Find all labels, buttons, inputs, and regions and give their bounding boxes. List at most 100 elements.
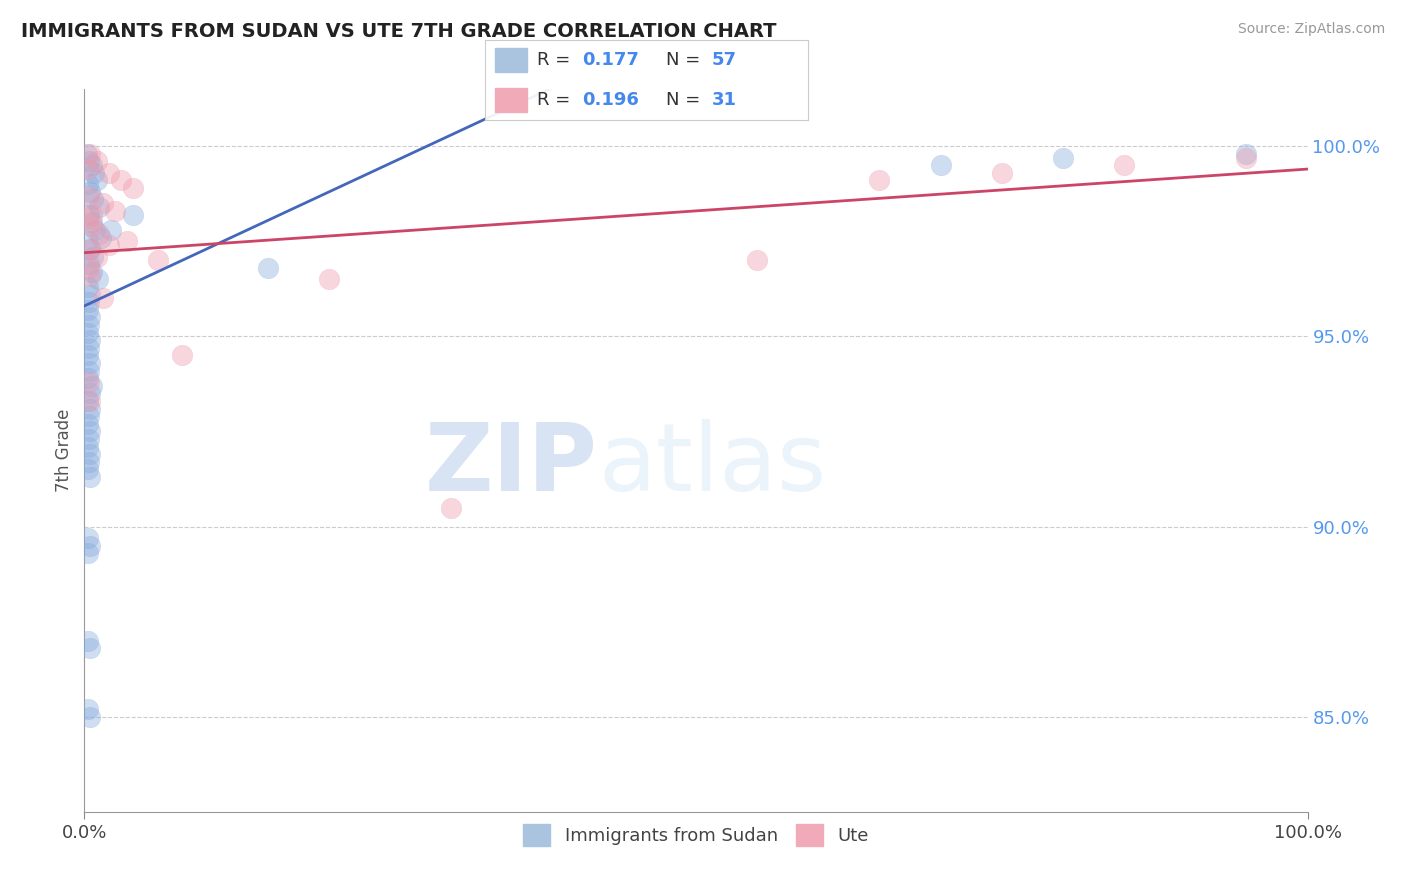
Point <box>77 162 100 177</box>
Point <box>79 242 101 256</box>
Text: Source: ZipAtlas.com: Source: ZipAtlas.com <box>1237 22 1385 37</box>
Text: R =: R = <box>537 91 576 110</box>
Point <box>91 196 114 211</box>
Point <box>97 166 120 180</box>
Point <box>869 173 891 187</box>
Point <box>991 166 1014 180</box>
Point <box>79 470 101 484</box>
Point <box>77 211 100 226</box>
Point <box>77 546 100 560</box>
Bar <box>495 88 527 112</box>
Point <box>79 394 101 409</box>
Point <box>82 193 104 207</box>
Point <box>929 158 952 172</box>
Legend: Immigrants from Sudan, Ute: Immigrants from Sudan, Ute <box>516 817 876 854</box>
Point <box>76 146 98 161</box>
Point <box>80 208 103 222</box>
Point <box>1236 151 1258 165</box>
Point <box>80 219 103 233</box>
Point <box>79 425 101 439</box>
Text: atlas: atlas <box>598 419 827 511</box>
Point <box>77 348 100 362</box>
Point <box>77 326 100 340</box>
Point <box>80 215 103 229</box>
Point <box>77 295 100 310</box>
Point <box>79 641 101 656</box>
Text: ZIP: ZIP <box>425 419 598 511</box>
Point <box>77 409 100 424</box>
Point <box>80 379 103 393</box>
Point <box>79 146 101 161</box>
Point <box>104 203 127 218</box>
Point <box>79 356 101 370</box>
Point <box>86 154 108 169</box>
Point <box>77 440 100 454</box>
Point <box>79 333 101 347</box>
Point <box>79 401 101 416</box>
Text: 57: 57 <box>711 51 737 70</box>
Point <box>84 223 107 237</box>
Point <box>1236 146 1258 161</box>
Point <box>77 417 100 431</box>
Point <box>172 348 194 362</box>
Point <box>77 302 100 317</box>
Text: N =: N = <box>666 91 706 110</box>
Y-axis label: 7th Grade: 7th Grade <box>55 409 73 492</box>
Point <box>77 257 100 271</box>
Point <box>79 310 101 325</box>
Point <box>318 272 340 286</box>
Point <box>146 253 169 268</box>
Point <box>86 250 108 264</box>
Point <box>80 158 103 172</box>
Point <box>77 235 100 249</box>
Point <box>83 166 105 180</box>
Point <box>747 253 769 268</box>
Point <box>90 230 112 244</box>
Point <box>1052 151 1074 165</box>
Point <box>122 181 145 195</box>
Point <box>79 268 101 283</box>
Point <box>77 462 100 476</box>
Point <box>77 260 100 275</box>
Text: N =: N = <box>666 51 706 70</box>
Point <box>77 633 100 648</box>
Point <box>122 208 145 222</box>
Point <box>77 208 100 222</box>
Point <box>77 280 100 294</box>
Bar <box>495 48 527 72</box>
Point <box>77 154 100 169</box>
Point <box>77 341 100 355</box>
Point <box>79 287 101 301</box>
Point <box>440 500 463 515</box>
Point <box>77 371 100 385</box>
Point <box>79 242 101 256</box>
Point <box>77 318 100 332</box>
Point <box>77 432 100 446</box>
Text: IMMIGRANTS FROM SUDAN VS UTE 7TH GRADE CORRELATION CHART: IMMIGRANTS FROM SUDAN VS UTE 7TH GRADE C… <box>21 22 776 41</box>
Point <box>79 709 101 723</box>
Text: R =: R = <box>537 51 576 70</box>
Point <box>77 188 100 202</box>
Text: 31: 31 <box>711 91 737 110</box>
Text: 0.196: 0.196 <box>582 91 638 110</box>
Point <box>79 386 101 401</box>
Point <box>77 531 100 545</box>
Point <box>1114 158 1136 172</box>
Point <box>79 185 101 199</box>
Point <box>87 200 110 214</box>
Point <box>77 702 100 716</box>
Point <box>97 238 120 252</box>
Point <box>115 235 138 249</box>
Point <box>77 394 100 409</box>
Text: 0.177: 0.177 <box>582 51 638 70</box>
Point <box>79 447 101 461</box>
Point <box>110 173 132 187</box>
Point <box>87 272 110 286</box>
Point <box>79 539 101 553</box>
Point <box>86 173 108 187</box>
Point <box>77 363 100 377</box>
Point <box>91 291 114 305</box>
Point <box>82 250 104 264</box>
Point <box>77 455 100 469</box>
Point <box>87 227 110 241</box>
